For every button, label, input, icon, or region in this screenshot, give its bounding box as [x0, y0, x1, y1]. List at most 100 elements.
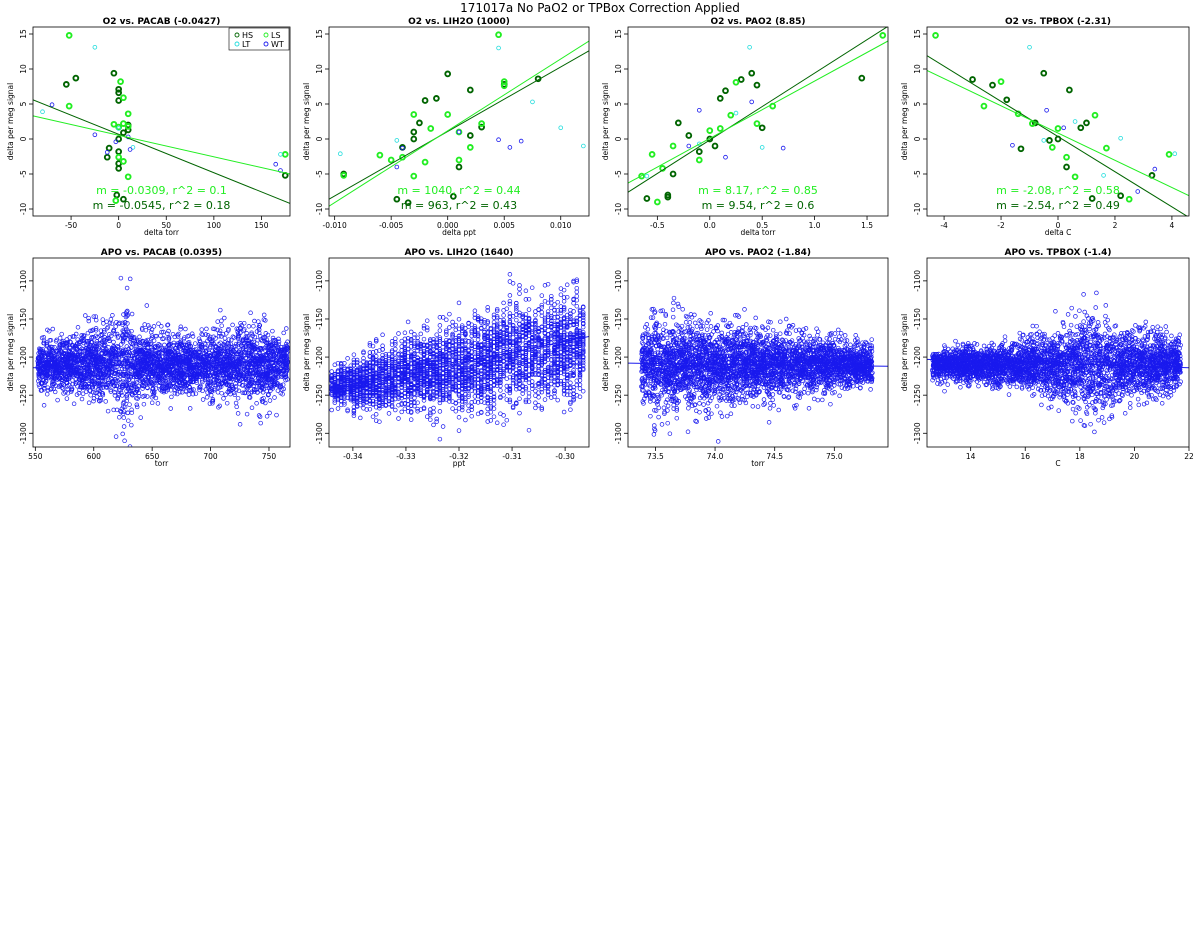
- cloud-point: [199, 370, 205, 375]
- cloud-point: [549, 293, 554, 299]
- point-WT: [394, 164, 400, 170]
- cloud-point: [193, 391, 199, 396]
- cloud-point: [222, 367, 228, 373]
- point-HS: [1066, 86, 1073, 94]
- cloud-point: [261, 377, 266, 382]
- cloud-point: [141, 379, 146, 384]
- point-LS: [120, 120, 127, 127]
- point-WT: [507, 145, 513, 150]
- chart-panel-6: APO vs. LIH2O (1640)-0.34 -0.33 -0.32 -0.31…: [302, 248, 590, 468]
- cloud-point: [108, 389, 114, 394]
- cloud-point: [456, 316, 462, 322]
- cloud-point: [193, 358, 199, 364]
- cloud-point: [249, 330, 254, 335]
- cloud-point: [221, 396, 226, 401]
- cloud-point: [255, 390, 260, 395]
- cloud-point: [260, 335, 266, 341]
- cloud-point: [195, 354, 201, 359]
- cloud-point: [104, 385, 110, 390]
- y-tick-label: -1200: [19, 346, 28, 368]
- cloud-point: [100, 392, 106, 398]
- cloud-point: [213, 336, 218, 341]
- cloud-point: [138, 415, 143, 420]
- fit-annotation: m = 963, r^2 = 0.43: [401, 199, 517, 212]
- cloud-point: [267, 365, 273, 370]
- cloud-point: [169, 378, 174, 383]
- point-WT: [273, 161, 279, 167]
- cloud-point: [219, 363, 225, 369]
- cloud-point: [577, 360, 583, 365]
- legend-label: LS: [271, 31, 281, 40]
- cloud-point: [135, 339, 141, 344]
- point-LS: [340, 172, 348, 179]
- cloud-point: [59, 354, 65, 360]
- cloud-point: [552, 302, 557, 307]
- cloud-point: [94, 364, 99, 370]
- cloud-point: [115, 383, 120, 389]
- page-title: 171017a No PaO2 or TPBox Correction Appl…: [460, 1, 740, 15]
- cloud-point: [265, 340, 271, 346]
- point-HS: [737, 76, 745, 83]
- cloud-point: [108, 349, 114, 354]
- cloud-point: [208, 344, 213, 349]
- point-HS: [115, 165, 123, 172]
- cloud-point: [243, 334, 249, 339]
- cloud-point: [101, 328, 107, 333]
- point-WT: [92, 132, 98, 138]
- cloud-point: [281, 374, 287, 380]
- cloud-point: [254, 345, 259, 350]
- cloud-point: [280, 363, 286, 368]
- cloud-point: [63, 371, 68, 376]
- cloud-point: [561, 409, 567, 415]
- x-tick-label: -0.005: [379, 221, 403, 230]
- point-WT: [400, 145, 405, 151]
- cloud-point: [149, 380, 154, 386]
- point-LS: [115, 153, 123, 161]
- cloud-point: [247, 368, 252, 374]
- plot-frame: [328, 26, 590, 217]
- cloud-point: [111, 407, 116, 413]
- cloud-point: [77, 387, 82, 393]
- y-tick-label: -5: [913, 170, 922, 178]
- cloud-point: [158, 359, 164, 365]
- cloud-point: [103, 349, 109, 355]
- cloud-point: [370, 414, 376, 419]
- legend-marker-HS: [234, 32, 240, 38]
- point-HS: [1088, 195, 1096, 202]
- cloud-point: [210, 397, 216, 402]
- cloud-point: [437, 335, 443, 340]
- cloud-point: [79, 349, 84, 354]
- point-HS: [722, 87, 729, 95]
- cloud-point: [281, 386, 286, 392]
- point-HS: [416, 119, 423, 127]
- cloud-point: [437, 409, 443, 414]
- cloud-point: [233, 400, 239, 406]
- cloud-point: [55, 361, 60, 366]
- chart-panel-4: O2 vs. TPBOX (-2.31)-4 -2 0 2 4-10-5051015de…: [900, 17, 1190, 237]
- cloud-point: [124, 313, 130, 319]
- cloud-point: [235, 411, 241, 416]
- cloud-point: [68, 339, 73, 345]
- cloud-point: [254, 356, 259, 362]
- cloud-point: [106, 372, 112, 377]
- plot-frame: [627, 26, 889, 217]
- cloud-point: [68, 375, 73, 380]
- cloud-point: [158, 357, 163, 363]
- cloud-point: [277, 369, 283, 374]
- cloud-point: [73, 331, 79, 337]
- cloud-point: [536, 390, 541, 395]
- cloud-point: [254, 329, 260, 334]
- cloud-point: [194, 380, 199, 385]
- point-LS: [478, 120, 485, 127]
- cloud-point: [284, 367, 290, 372]
- x-tick-label: 1.0: [809, 221, 821, 230]
- cloud-point: [213, 372, 219, 378]
- cloud-point: [276, 348, 281, 354]
- cloud-point: [89, 349, 95, 354]
- cloud-point: [71, 401, 77, 407]
- cloud-point: [173, 357, 178, 362]
- cloud-point: [96, 386, 101, 392]
- cloud-point: [176, 375, 182, 380]
- cloud-point: [216, 378, 222, 384]
- fit-line-HS: [628, 27, 888, 193]
